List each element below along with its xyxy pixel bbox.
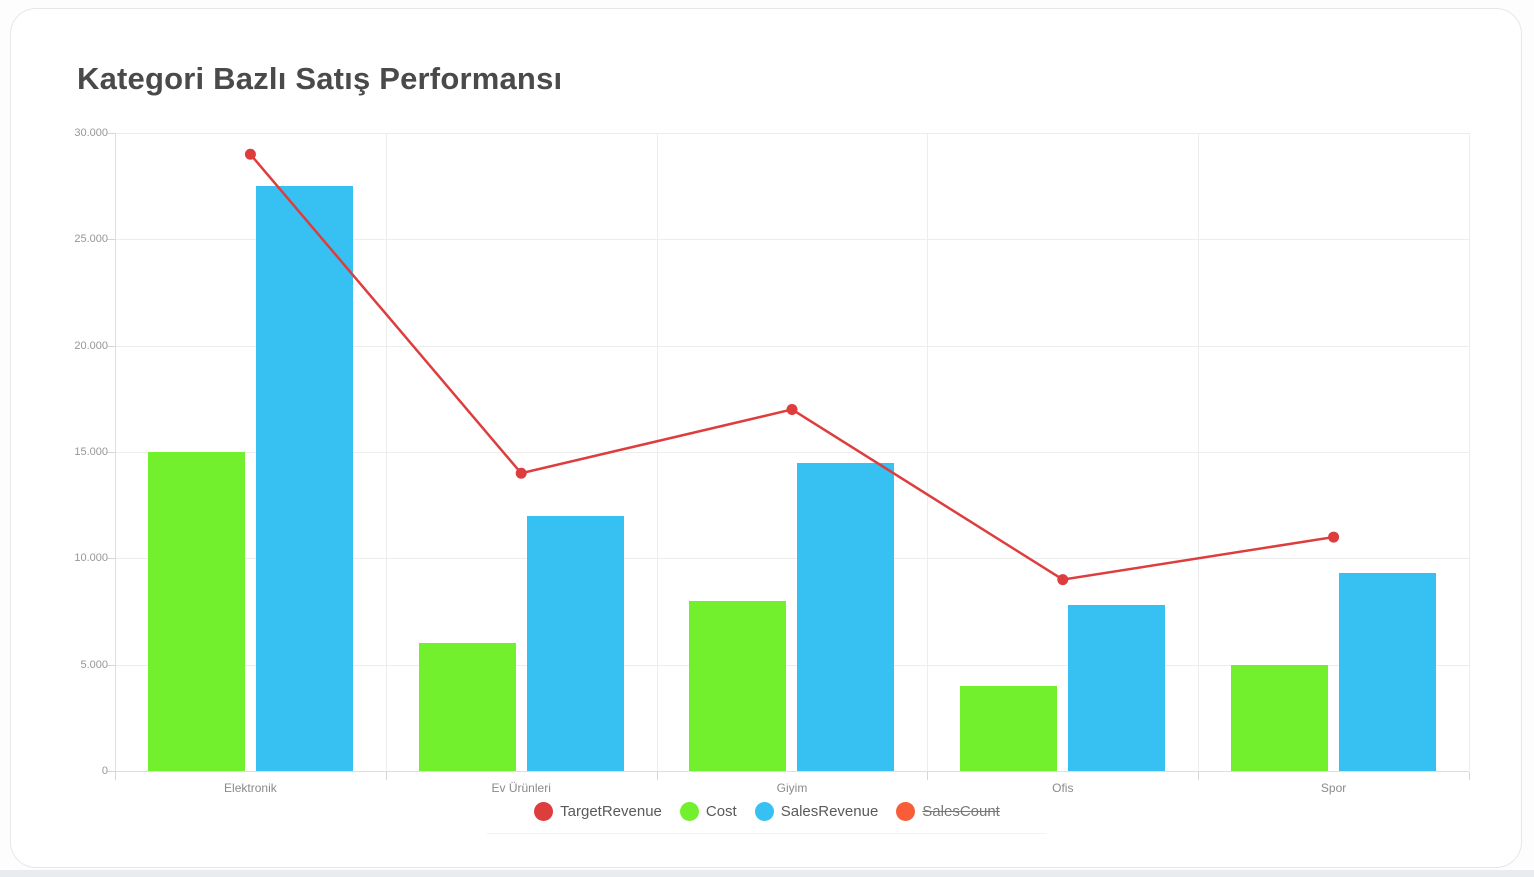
legend-item-salesrevenue[interactable]: SalesRevenue xyxy=(754,802,879,821)
y-gridline xyxy=(115,664,1469,666)
bar-cost[interactable] xyxy=(960,685,1058,771)
x-gridline xyxy=(927,133,929,771)
x-category-label: Ofis xyxy=(1052,781,1074,795)
y-tick-mark xyxy=(107,664,115,666)
bar-cost[interactable] xyxy=(418,643,516,771)
x-category-label: Spor xyxy=(1320,781,1347,795)
point-targetrevenue[interactable] xyxy=(1328,531,1340,543)
bar-group-spor xyxy=(1198,133,1469,771)
legend-label: TargetRevenue xyxy=(560,803,662,820)
legend-dot-icon xyxy=(896,802,916,821)
x-tick-mark xyxy=(927,772,929,780)
x-tick-mark xyxy=(656,772,658,780)
y-tick-label: 25.000 xyxy=(74,233,108,246)
y-tick-label: 20.000 xyxy=(74,339,108,352)
bar-group-giyim xyxy=(657,133,928,771)
x-gridline xyxy=(1469,133,1470,771)
y-gridline xyxy=(115,239,1469,241)
x-gridline xyxy=(1198,133,1200,771)
bar-salesrevenue[interactable] xyxy=(797,462,895,771)
legend-dot-icon xyxy=(679,802,699,821)
line-layer xyxy=(244,148,1340,586)
x-tick-mark xyxy=(1469,772,1470,780)
legend-item-cost[interactable]: Cost xyxy=(679,802,737,821)
bar-salesrevenue[interactable] xyxy=(1068,605,1166,771)
bar-group-ev-r-nleri xyxy=(386,133,657,771)
legend-label: Cost xyxy=(705,803,737,820)
y-tick-mark xyxy=(107,558,115,560)
y-gridline xyxy=(115,452,1469,453)
legend-label: SalesRevenue xyxy=(780,803,879,820)
y-tick-mark xyxy=(107,239,115,241)
bar-salesrevenue[interactable] xyxy=(526,515,624,771)
point-targetrevenue[interactable] xyxy=(515,467,527,479)
bar-salesrevenue[interactable] xyxy=(255,186,353,771)
x-tick-mark xyxy=(385,772,387,780)
y-gridline xyxy=(115,133,1469,134)
legend-label: SalesCount xyxy=(922,803,1000,820)
y-tick-label: 5.000 xyxy=(80,658,108,671)
point-targetrevenue[interactable] xyxy=(244,148,256,160)
y-gridline xyxy=(115,345,1469,347)
legend-item-targetrevenue[interactable]: TargetRevenue xyxy=(534,802,662,821)
y-tick-mark xyxy=(107,133,115,134)
x-category-label: Giyim xyxy=(776,781,808,795)
y-gridline xyxy=(115,558,1469,560)
y-axis-line xyxy=(115,133,116,771)
chart-legend: TargetRevenue Cost SalesRevenue SalesCount xyxy=(0,802,1534,821)
x-tick-mark xyxy=(115,772,116,780)
bar-cost[interactable] xyxy=(689,600,787,771)
x-category-label: Elektronik xyxy=(224,781,277,795)
plot-area xyxy=(107,133,1470,780)
x-tick-mark xyxy=(1198,772,1200,780)
bar-cost[interactable] xyxy=(1231,664,1329,771)
y-tick-label: 0 xyxy=(101,765,108,777)
point-targetrevenue[interactable] xyxy=(1057,574,1069,586)
y-tick-label: 30.000 xyxy=(74,127,108,139)
x-axis-line xyxy=(115,771,1469,772)
legend-dot-icon xyxy=(754,802,774,821)
y-tick-label: 15.000 xyxy=(74,446,108,458)
chart-title: Kategori Bazlı Satış Performansı xyxy=(77,61,563,96)
bar-group-ofis xyxy=(927,133,1198,771)
x-gridline xyxy=(385,133,387,771)
y-tick-label: 10.000 xyxy=(74,552,108,565)
bottom-edge-strip xyxy=(0,870,1534,877)
y-tick-mark xyxy=(107,771,115,772)
x-category-label: Ev Ürünleri xyxy=(491,781,551,795)
legend-item-salescount[interactable]: SalesCount xyxy=(896,802,1000,821)
legend-divider xyxy=(487,833,1047,834)
y-tick-mark xyxy=(107,452,115,453)
bar-group-elektronik xyxy=(115,133,386,771)
y-tick-mark xyxy=(107,345,115,347)
x-gridline xyxy=(656,133,658,771)
legend-dot-icon xyxy=(534,802,554,821)
bar-cost[interactable] xyxy=(147,452,245,771)
bar-salesrevenue[interactable] xyxy=(1339,573,1437,771)
point-targetrevenue[interactable] xyxy=(786,403,798,415)
line-targetrevenue xyxy=(249,153,1334,581)
